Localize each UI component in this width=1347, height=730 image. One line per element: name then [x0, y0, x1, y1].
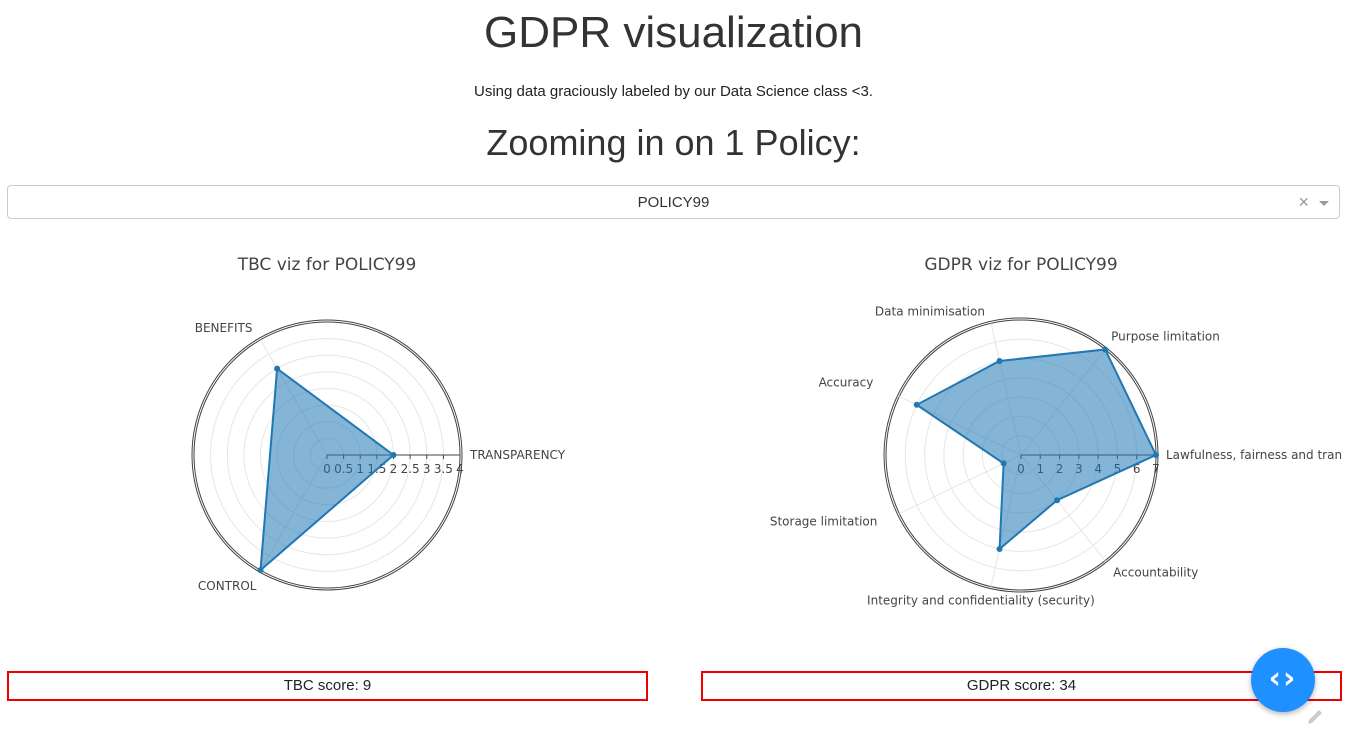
data-area	[259, 366, 396, 573]
data-point[interactable]	[996, 546, 1003, 553]
data-point[interactable]	[1102, 346, 1109, 353]
page-title: GDPR visualization	[483, 8, 864, 57]
spoke	[899, 454, 1022, 515]
tick-label: 2.5	[401, 462, 420, 476]
page-subtitle: Using data graciously labeled by our Dat…	[474, 83, 873, 100]
policy-dropdown-value: POLICY99	[637, 194, 710, 211]
radar-charts: TBC viz for POLICY9900.511.522.533.54TRA…	[191, 255, 1342, 608]
radar-chart-0: TBC viz for POLICY9900.511.522.533.54TRA…	[191, 255, 566, 593]
code-brackets-icon: ‹›	[1268, 661, 1298, 696]
chart-title: GDPR viz for POLICY99	[924, 255, 1117, 275]
data-point[interactable]	[274, 365, 281, 372]
tick-label: 3	[423, 462, 431, 476]
policy-dropdown[interactable]: POLICY99 ×	[7, 185, 1340, 219]
data-point[interactable]	[1153, 452, 1159, 458]
tick-label: 7	[1152, 462, 1160, 476]
tick-label: 3.5	[434, 462, 453, 476]
radar-chart-1: GDPR viz for POLICY9901234567Lawfulness,…	[770, 255, 1342, 608]
data-point[interactable]	[1054, 497, 1061, 504]
gdpr-score-box: GDPR score: 34	[701, 671, 1342, 701]
category-label: Lawfulness, fairness and tran	[1166, 448, 1342, 462]
data-point[interactable]	[390, 452, 397, 458]
category-label: Accuracy	[819, 375, 874, 389]
category-label: Integrity and confidentiality (security)	[867, 594, 1095, 608]
chart-title: TBC viz for POLICY99	[237, 255, 417, 275]
category-label: CONTROL	[198, 579, 257, 593]
category-label: Accountability	[1113, 566, 1198, 580]
data-point[interactable]	[257, 567, 264, 574]
category-label: Purpose limitation	[1111, 329, 1220, 343]
clear-icon[interactable]: ×	[1298, 192, 1309, 212]
tbc-score-box: TBC score: 9	[7, 671, 648, 701]
data-area	[914, 348, 1158, 552]
data-point[interactable]	[996, 357, 1003, 364]
tick-label: 2	[390, 462, 398, 476]
category-label: Data minimisation	[875, 304, 985, 318]
data-point[interactable]	[1000, 460, 1007, 467]
edit-pencil-icon[interactable]	[1305, 704, 1327, 726]
chevron-down-icon[interactable]	[1319, 201, 1329, 206]
code-toggle-button[interactable]: ‹›	[1251, 648, 1315, 712]
data-point[interactable]	[913, 401, 920, 408]
category-label: TRANSPARENCY	[469, 448, 566, 462]
category-label: Storage limitation	[770, 515, 878, 529]
outer-ring	[191, 319, 463, 591]
tick-label: 4	[456, 462, 464, 476]
tick-label: 6	[1133, 462, 1141, 476]
section-title: Zooming in on 1 Policy:	[486, 122, 861, 163]
category-label: BENEFITS	[195, 321, 253, 335]
